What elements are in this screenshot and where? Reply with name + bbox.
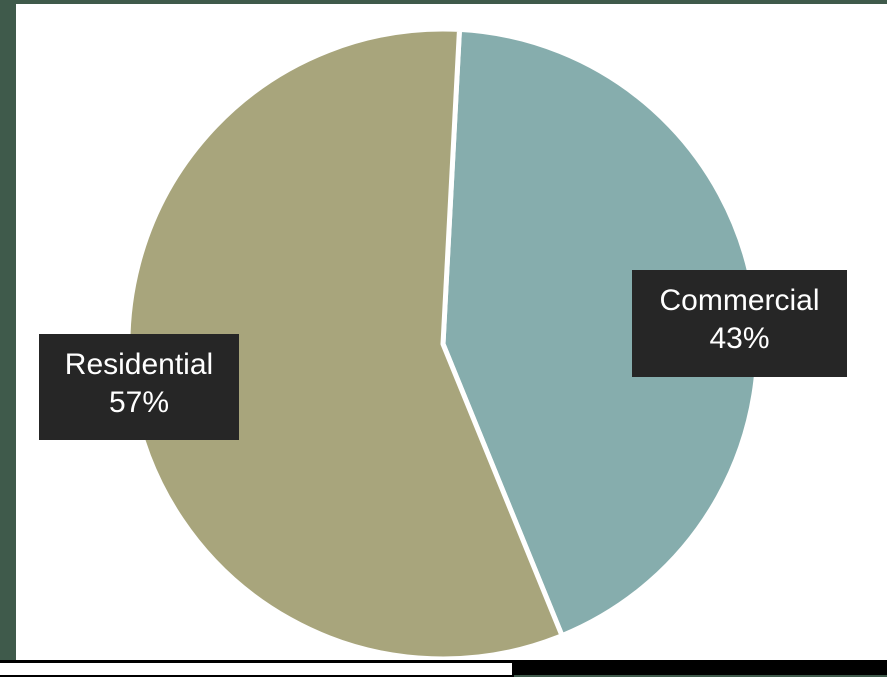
- slice-name-commercial: Commercial: [659, 284, 820, 317]
- slice-value-commercial: 43%: [709, 322, 770, 355]
- data-label-commercial: Commercial 43%: [632, 270, 847, 377]
- slice-name-residential: Residential: [64, 348, 214, 381]
- slice-value-residential: 57%: [108, 386, 170, 419]
- data-label-residential: Residential 57%: [39, 334, 239, 440]
